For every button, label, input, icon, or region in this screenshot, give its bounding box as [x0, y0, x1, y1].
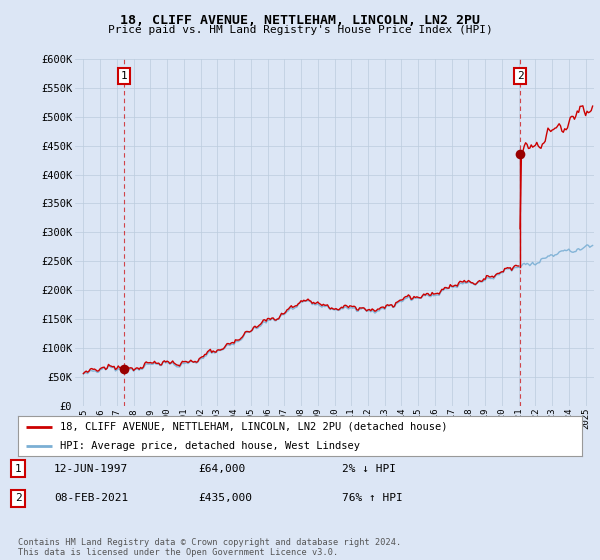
Text: 2% ↓ HPI: 2% ↓ HPI — [342, 464, 396, 474]
Text: £64,000: £64,000 — [198, 464, 245, 474]
Text: Contains HM Land Registry data © Crown copyright and database right 2024.
This d: Contains HM Land Registry data © Crown c… — [18, 538, 401, 557]
Text: 1: 1 — [14, 464, 22, 474]
Text: 1: 1 — [121, 71, 128, 81]
Text: 12-JUN-1997: 12-JUN-1997 — [54, 464, 128, 474]
Text: 08-FEB-2021: 08-FEB-2021 — [54, 493, 128, 503]
Text: 2: 2 — [14, 493, 22, 503]
Text: Price paid vs. HM Land Registry's House Price Index (HPI): Price paid vs. HM Land Registry's House … — [107, 25, 493, 35]
Text: 2: 2 — [517, 71, 524, 81]
Text: 18, CLIFF AVENUE, NETTLEHAM, LINCOLN, LN2 2PU: 18, CLIFF AVENUE, NETTLEHAM, LINCOLN, LN… — [120, 14, 480, 27]
Text: £435,000: £435,000 — [198, 493, 252, 503]
Text: HPI: Average price, detached house, West Lindsey: HPI: Average price, detached house, West… — [60, 441, 360, 450]
Text: 18, CLIFF AVENUE, NETTLEHAM, LINCOLN, LN2 2PU (detached house): 18, CLIFF AVENUE, NETTLEHAM, LINCOLN, LN… — [60, 422, 448, 432]
Text: 76% ↑ HPI: 76% ↑ HPI — [342, 493, 403, 503]
